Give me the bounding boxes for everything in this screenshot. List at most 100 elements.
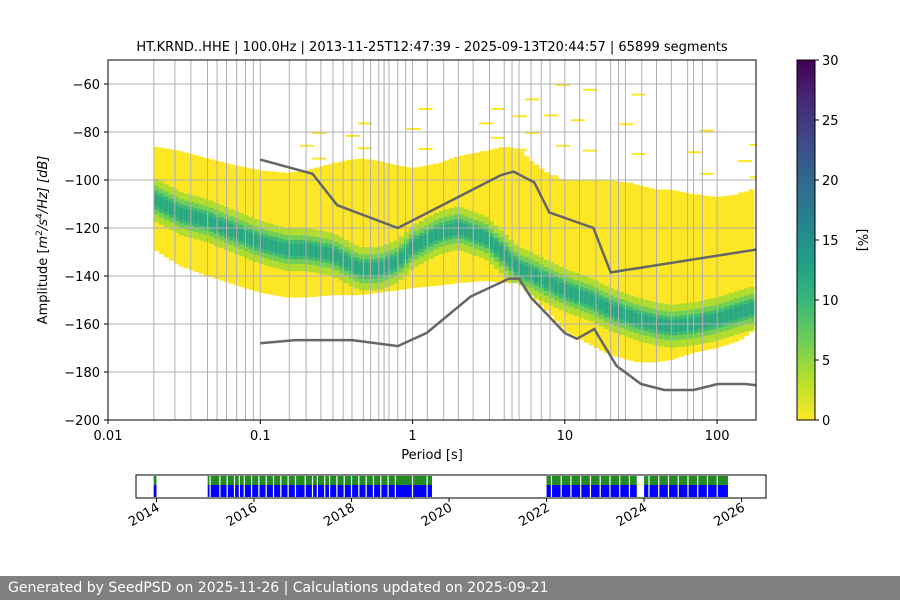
psd-cell bbox=[258, 236, 265, 249]
psd-cell bbox=[698, 195, 705, 352]
psd-column bbox=[328, 163, 335, 296]
psd-cell bbox=[491, 108, 506, 110]
psd-cell bbox=[173, 205, 180, 218]
psd-cell bbox=[588, 180, 595, 346]
psd-cell bbox=[663, 319, 670, 332]
psd-cell bbox=[293, 243, 300, 256]
psd-cell bbox=[438, 226, 445, 239]
psd-column bbox=[733, 194, 740, 342]
psd-column bbox=[608, 180, 615, 356]
x-tick-label: 10 bbox=[557, 429, 574, 444]
psd-cell bbox=[738, 193, 745, 340]
psd-cell bbox=[683, 192, 690, 356]
psd-column bbox=[703, 195, 710, 351]
psd-cell bbox=[687, 151, 702, 154]
y-axis-label: Amplitude [m2/s4/Hz] [dB] bbox=[35, 156, 51, 325]
psd-column bbox=[708, 196, 715, 350]
psd-cell bbox=[613, 181, 620, 357]
psd-cell bbox=[698, 316, 705, 329]
psd-cell bbox=[357, 122, 372, 125]
psd-cell bbox=[433, 228, 440, 241]
psd-cell bbox=[703, 195, 710, 351]
psd-column bbox=[448, 158, 455, 285]
psd-cell bbox=[300, 144, 315, 147]
psd-cell bbox=[518, 151, 525, 286]
psd-column bbox=[543, 172, 550, 311]
psd-cell bbox=[491, 136, 506, 139]
psd-cell bbox=[318, 246, 325, 259]
psd-column bbox=[573, 180, 580, 338]
psd-cell bbox=[178, 207, 185, 220]
psd-column bbox=[368, 159, 375, 294]
psd-cell bbox=[313, 245, 320, 258]
psd-cell bbox=[463, 224, 470, 237]
psd-cell bbox=[513, 148, 527, 151]
psd-column bbox=[498, 147, 505, 283]
psd-cell bbox=[583, 180, 590, 343]
y-tick-label: −120 bbox=[64, 222, 100, 237]
psd-column bbox=[203, 158, 210, 276]
y-tick-label: −80 bbox=[73, 126, 100, 141]
psd-cell bbox=[328, 248, 335, 261]
psd-cell bbox=[498, 147, 505, 283]
psd-cell bbox=[633, 184, 640, 363]
colorbar-tick-label: 30 bbox=[822, 54, 839, 69]
psd-cell bbox=[643, 187, 650, 363]
psd-cell bbox=[693, 317, 700, 330]
psd-cell bbox=[528, 267, 535, 280]
psd-column bbox=[323, 164, 330, 296]
psd-column bbox=[438, 162, 445, 286]
psd-cell bbox=[268, 239, 275, 252]
psd-cell bbox=[418, 236, 425, 249]
psd-cell bbox=[363, 159, 370, 295]
psd-cell bbox=[563, 180, 570, 332]
psd-column bbox=[458, 155, 465, 283]
psd-cell bbox=[312, 132, 327, 134]
psd-cell bbox=[428, 231, 435, 244]
psd-cell bbox=[378, 161, 385, 293]
timeline-year-label: 2016 bbox=[224, 500, 260, 530]
psd-cell bbox=[498, 245, 505, 258]
psd-column bbox=[483, 150, 490, 281]
psd-column bbox=[473, 152, 480, 282]
availability-bar-green bbox=[153, 476, 157, 485]
psd-column bbox=[728, 195, 735, 344]
psd-column bbox=[583, 180, 590, 343]
psd-cell bbox=[373, 160, 380, 294]
psd-cell bbox=[618, 307, 625, 320]
psd-column bbox=[153, 146, 160, 252]
psd-cell bbox=[737, 192, 752, 195]
psd-cell bbox=[582, 149, 597, 152]
psd-cell bbox=[548, 175, 555, 316]
psd-cell bbox=[643, 315, 650, 328]
psd-column bbox=[643, 187, 650, 363]
availability-bar-blue bbox=[644, 485, 728, 497]
psd-column bbox=[298, 171, 305, 298]
psd-cell bbox=[619, 182, 634, 185]
x-tick-label: 1 bbox=[408, 429, 416, 444]
psd-cell bbox=[568, 180, 575, 335]
chart: HT.KRND..HHE | 100.0Hz | 2013-11-25T12:4… bbox=[35, 40, 869, 530]
psd-cell bbox=[673, 319, 680, 332]
psd-cell bbox=[488, 237, 495, 250]
psd-column bbox=[603, 180, 610, 354]
psd-cell bbox=[573, 288, 580, 301]
colorbar-tick-label: 20 bbox=[822, 174, 839, 189]
psd-cell bbox=[543, 275, 550, 288]
psd-column bbox=[268, 171, 275, 295]
psd-cell bbox=[553, 177, 560, 322]
psd-column bbox=[738, 193, 745, 340]
psd-cell bbox=[544, 175, 559, 178]
psd-cell bbox=[483, 150, 490, 281]
psd-column bbox=[598, 180, 605, 351]
psd-cell bbox=[363, 262, 370, 275]
psd-cell bbox=[168, 202, 175, 215]
psd-cell bbox=[358, 158, 365, 295]
psd-column bbox=[168, 149, 175, 261]
psd-cell bbox=[163, 199, 170, 212]
psd-column bbox=[613, 181, 620, 357]
psd-cell bbox=[328, 163, 335, 296]
psd-cell bbox=[723, 310, 730, 323]
psd-cell bbox=[513, 260, 520, 273]
psd-column bbox=[558, 178, 565, 328]
